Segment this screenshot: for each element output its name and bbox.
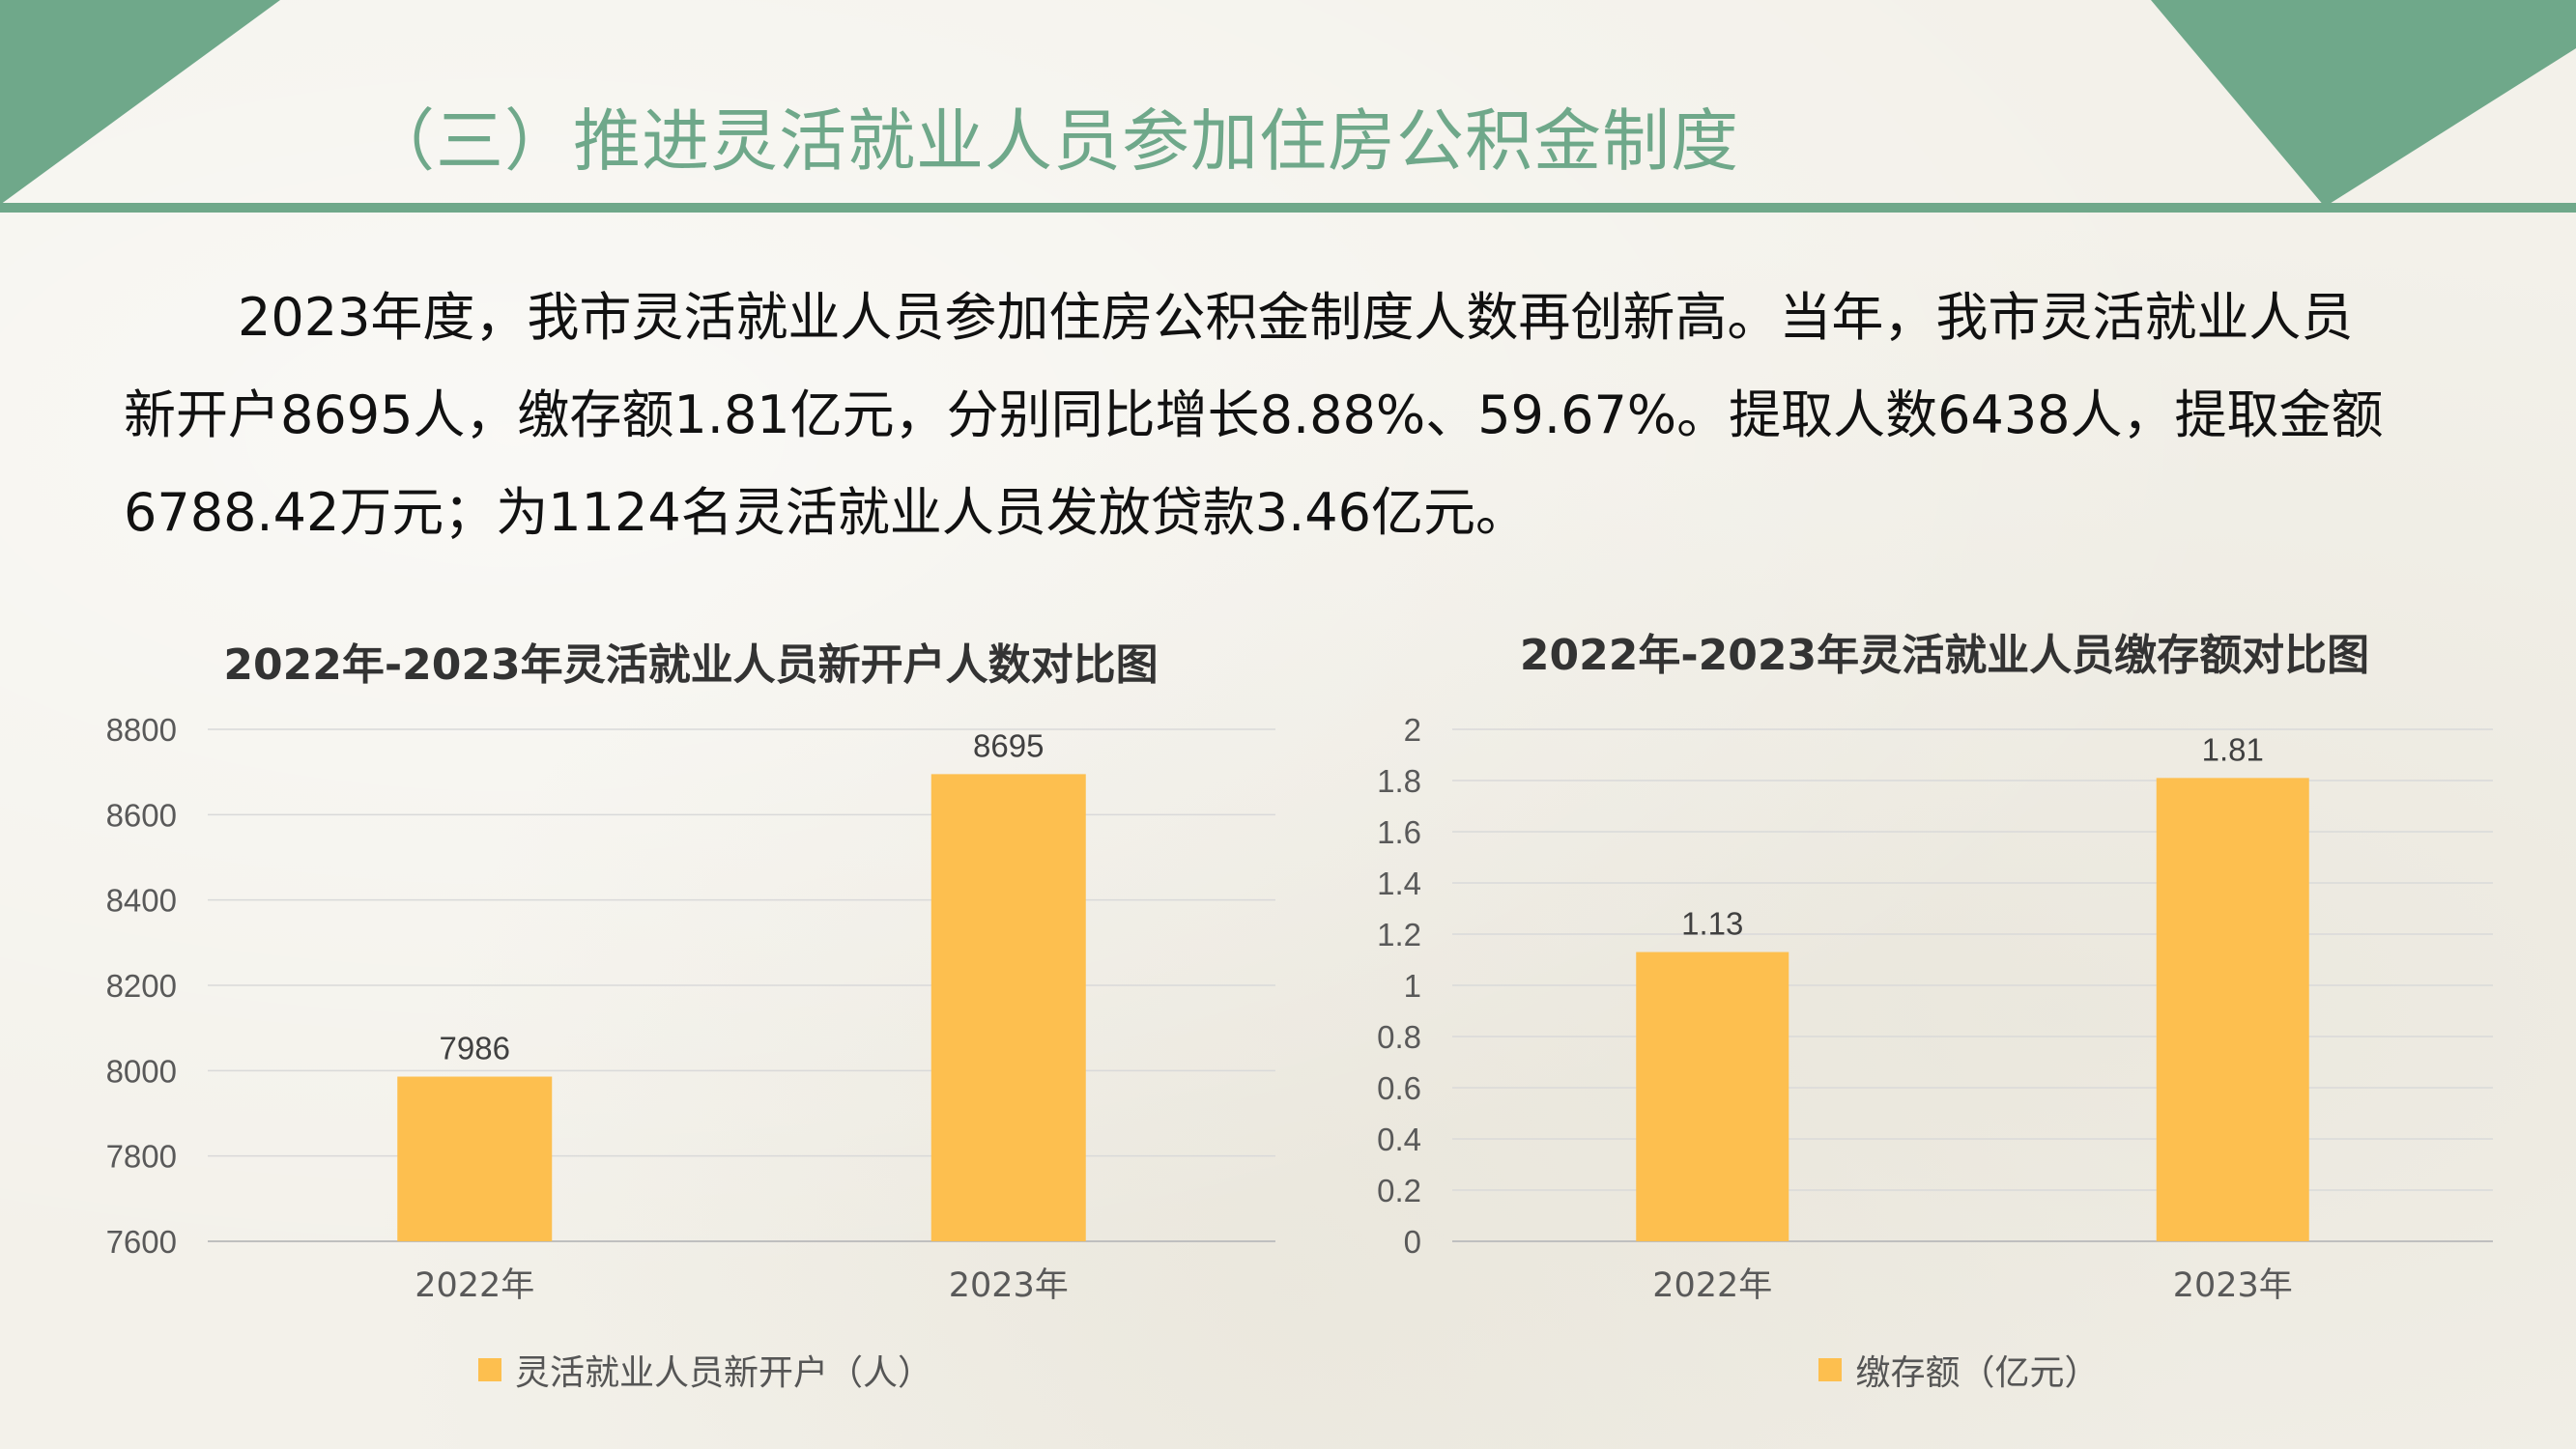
legend-label: 灵活就业人员新开户（人） — [514, 1353, 932, 1393]
legend-swatch — [1818, 1358, 1843, 1381]
data-label: 1.81 — [2202, 731, 2264, 767]
y-tick-label: 1.6 — [1377, 814, 1421, 850]
slide-title: （三）推进灵活就业人员参加住房公积金制度 — [367, 101, 1739, 181]
bar — [930, 774, 1086, 1241]
y-tick-label: 0.6 — [1377, 1070, 1421, 1106]
y-tick-label: 7800 — [106, 1139, 177, 1175]
y-tick-label: 8400 — [106, 883, 177, 919]
legend-label: 缴存额（亿元） — [1855, 1353, 2100, 1393]
bar — [397, 1076, 553, 1241]
bar — [1636, 952, 1789, 1241]
x-tick-label: 2022年 — [415, 1266, 534, 1305]
y-tick-label: 8800 — [106, 712, 177, 748]
y-tick-label: 7600 — [106, 1224, 177, 1260]
paragraph-line: 新开户8695人，缴存额1.81亿元，分别同比增长8.88%、59.67%。提取… — [124, 384, 2384, 445]
y-tick-label: 0.4 — [1377, 1122, 1421, 1157]
paragraph-line: 6788.42万元；为1124名灵活就业人员发放贷款3.46亿元。 — [124, 482, 1528, 543]
y-tick-label: 1.2 — [1377, 917, 1421, 952]
chart-legend: 灵活就业人员新开户（人） — [77, 1345, 1304, 1395]
new-accounts-plot: 7600 7800 8000 8200 8400 8600 8800 7986 2022年 869… — [106, 712, 1275, 1305]
y-tick-label: 0 — [1404, 1224, 1421, 1260]
bar — [2156, 778, 2309, 1241]
chart-title: 2022年-2023年灵活就业人员新开户人数对比图 — [223, 640, 1159, 690]
y-tick-label: 8000 — [106, 1053, 177, 1089]
paragraph-line: 2023年度，我市灵活就业人员参加住房公积金制度人数再创新高。当年，我市灵活就业… — [238, 287, 2354, 348]
data-label: 7986 — [440, 1031, 510, 1066]
y-tick-label: 0.2 — [1377, 1173, 1421, 1208]
y-tick-label: 1.8 — [1377, 763, 1421, 799]
y-tick-label: 2 — [1404, 712, 1421, 748]
x-tick-label: 2022年 — [1652, 1266, 1772, 1305]
body-paragraph: 2023年度，我市灵活就业人员参加住房公积金制度人数再创新高。当年，我市灵活就业… — [124, 269, 2443, 561]
y-tick-label: 8600 — [106, 797, 177, 833]
header-divider — [0, 203, 2576, 213]
deposit-amount-chart: 2022年-2023年灵活就业人员缴存额对比图 0 0.2 0.4 0.6 0.8 1 1.… — [1338, 609, 2551, 1401]
y-tick-label: 1 — [1404, 968, 1421, 1004]
deposit-amount-plot: 0 0.2 0.4 0.6 0.8 1 1.2 1.4 1.6 1.8 2 1.13 2022年 1.81… — [1377, 712, 2493, 1305]
new-accounts-chart: 2022年-2023年灵活就业人员新开户人数对比图 7600 7800 8000 82… — [77, 609, 1304, 1401]
data-label: 1.13 — [1681, 906, 1743, 942]
data-label: 8695 — [973, 727, 1044, 763]
chart-title: 2022年-2023年灵活就业人员缴存额对比图 — [1519, 631, 2370, 680]
corner-decoration-left — [0, 0, 280, 205]
y-tick-label: 0.8 — [1377, 1019, 1421, 1055]
x-tick-label: 2023年 — [949, 1266, 1069, 1305]
x-tick-label: 2023年 — [2173, 1266, 2293, 1305]
chart-legend: 缴存额（亿元） — [1338, 1345, 2551, 1395]
corner-decoration-right — [2151, 0, 2576, 207]
y-tick-label: 1.4 — [1377, 866, 1421, 901]
legend-swatch — [477, 1358, 501, 1381]
y-tick-label: 8200 — [106, 968, 177, 1004]
